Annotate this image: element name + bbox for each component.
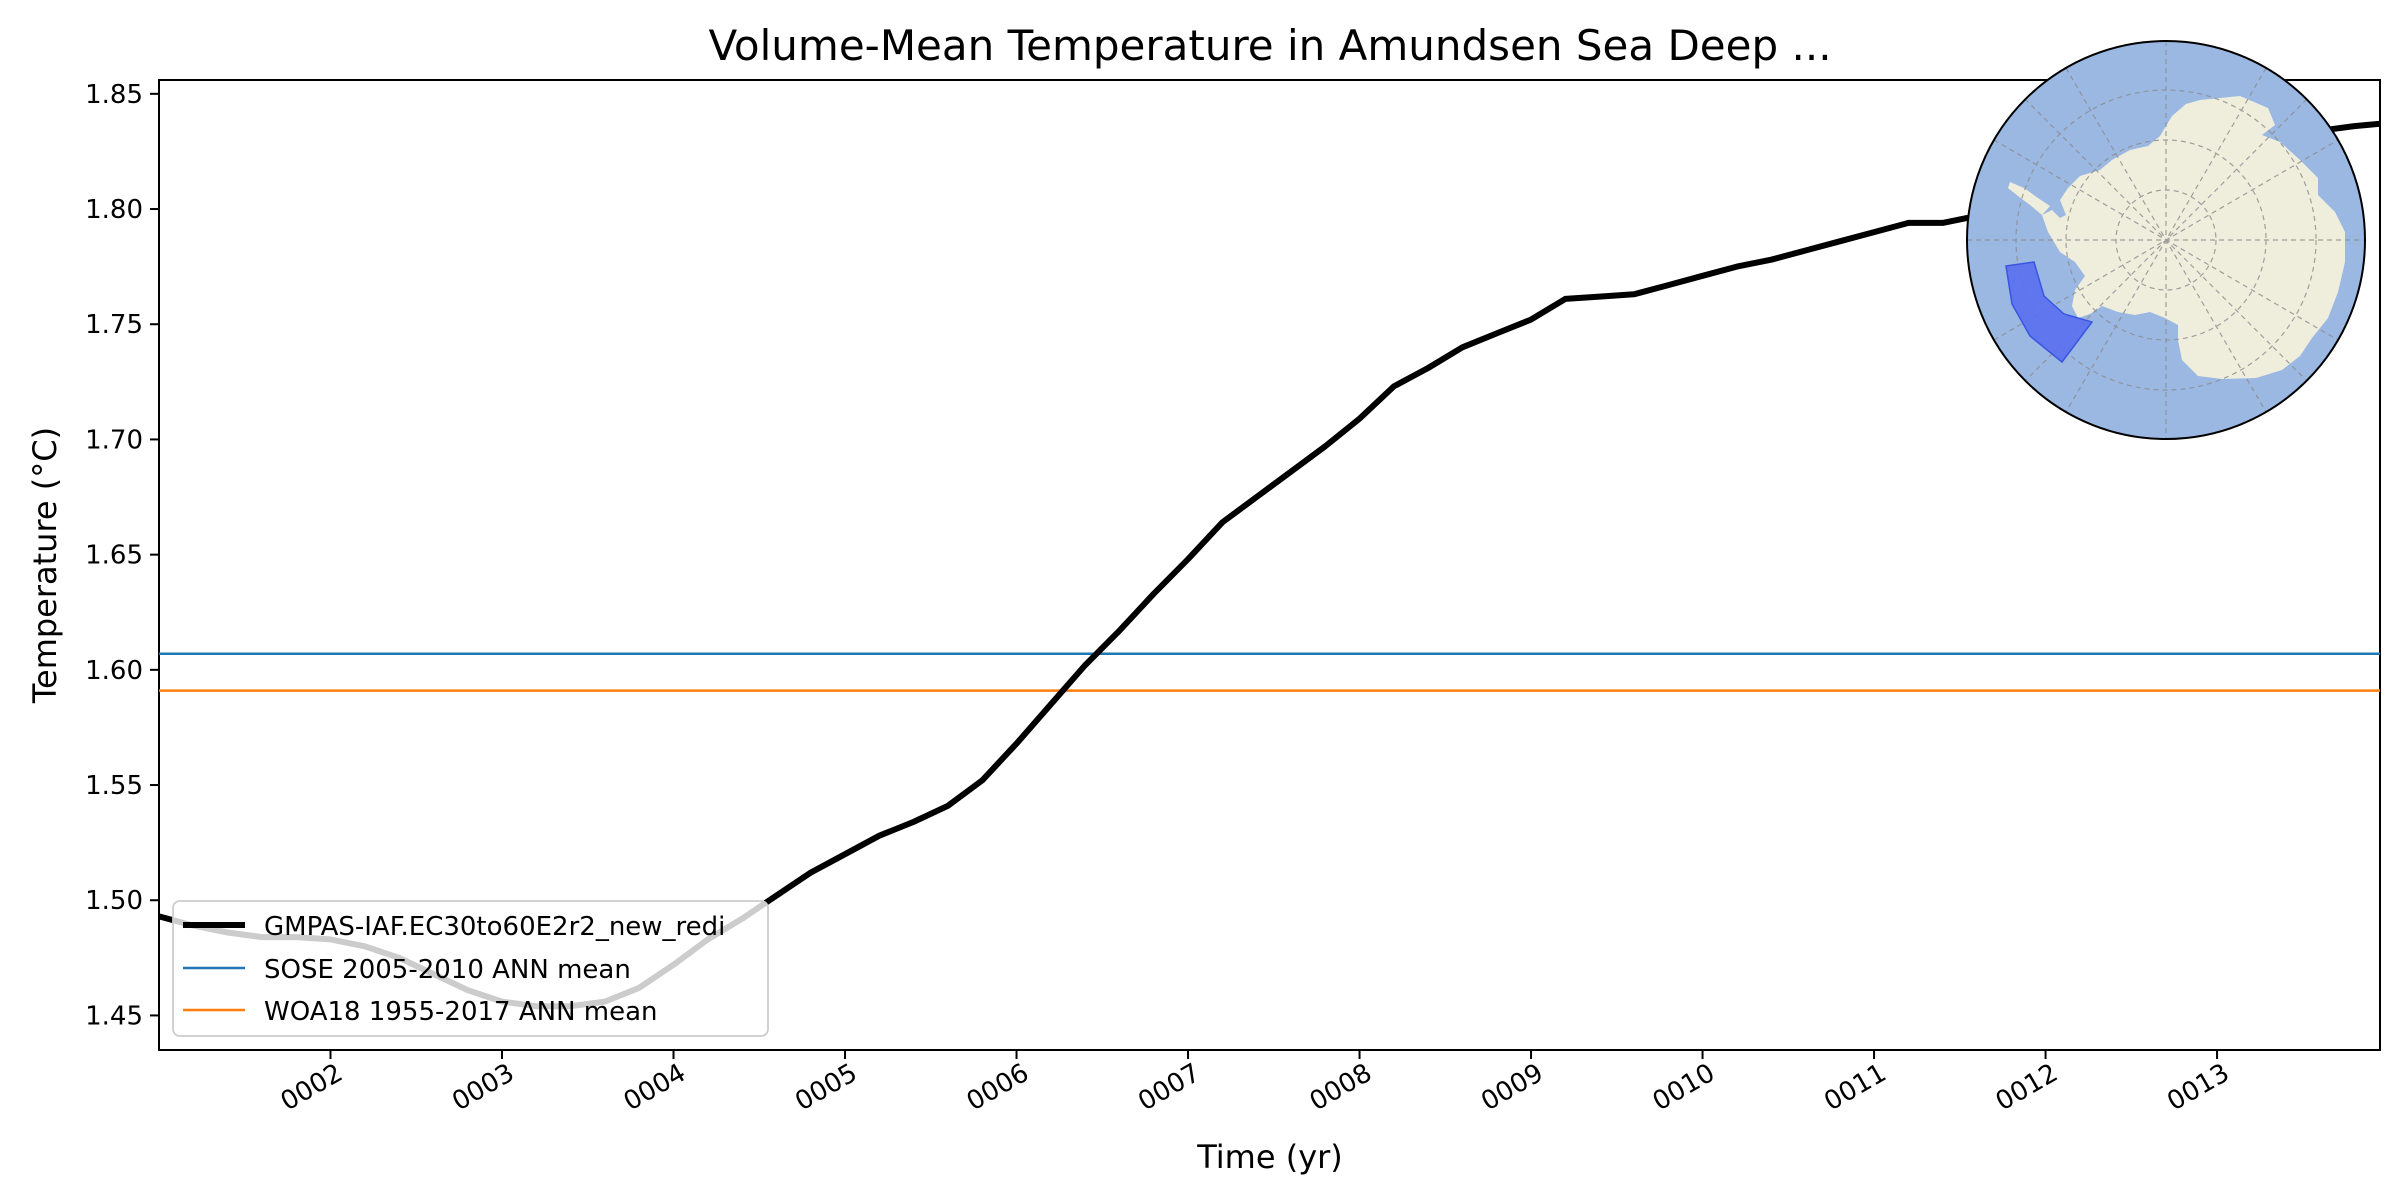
x-tick-label: 0012: [1991, 1058, 2063, 1117]
x-tick-label: 0008: [1305, 1058, 1377, 1117]
x-tick-label: 0010: [1648, 1058, 1720, 1117]
legend-label-model: GMPAS-IAF.EC30to60E2r2_new_redi: [264, 912, 725, 942]
map-border: [1966, 40, 2366, 440]
inset-map: [1966, 40, 2366, 440]
y-tick-label: 1.80: [85, 195, 143, 225]
x-tick-label: 0004: [619, 1058, 691, 1117]
y-axis-label: Temperature (°C): [26, 427, 64, 704]
x-axis-label: Time (yr): [1196, 1138, 1343, 1176]
y-tick-label: 1.65: [85, 541, 143, 571]
x-tick-label: 0009: [1476, 1058, 1548, 1117]
x-tick-label: 0002: [276, 1058, 348, 1117]
y-tick-label: 1.55: [85, 771, 143, 801]
y-tick-label: 1.85: [85, 80, 143, 110]
y-ticks: 1.45 1.50 1.55 1.60 1.65 1.70 1.75 1.80 1.85: [85, 80, 159, 1031]
chart-title: Volume-Mean Temperature in Amundsen Sea …: [708, 21, 1831, 70]
x-tick-label: 0005: [790, 1058, 862, 1117]
reference-lines: [159, 652, 2380, 692]
x-tick-label: 0013: [2162, 1058, 2234, 1117]
y-tick-label: 1.75: [85, 310, 143, 340]
amundsen-sea-region: [2005, 261, 2094, 364]
y-tick-label: 1.60: [85, 656, 143, 686]
antarctica-landmass: [2042, 96, 2345, 379]
legend-box: [172, 900, 769, 1037]
x-tick-label: 0003: [447, 1058, 519, 1117]
peninsula-landmass: [2008, 182, 2050, 215]
x-ticks: 0002 0003 0004 0005 0006 0007 0008 0009 0010 0011…: [276, 1050, 2235, 1117]
legend: GMPAS-IAF.EC30to60E2r2_new_redi SOSE 200…: [172, 900, 769, 1037]
legend-label-sose: SOSE 2005-2010 ANN mean: [264, 955, 631, 985]
y-tick-label: 1.70: [85, 425, 143, 455]
y-tick-label: 1.50: [85, 886, 143, 916]
x-tick-label: 0006: [962, 1058, 1034, 1117]
x-tick-label: 0007: [1133, 1058, 1205, 1117]
chart-axes: [158, 79, 2381, 1051]
legend-label-woa: WOA18 1955-2017 ANN mean: [264, 997, 658, 1027]
x-tick-label: 0011: [1819, 1058, 1891, 1117]
y-tick-label: 1.45: [85, 1001, 143, 1031]
plot-frame: [158, 79, 2381, 1051]
